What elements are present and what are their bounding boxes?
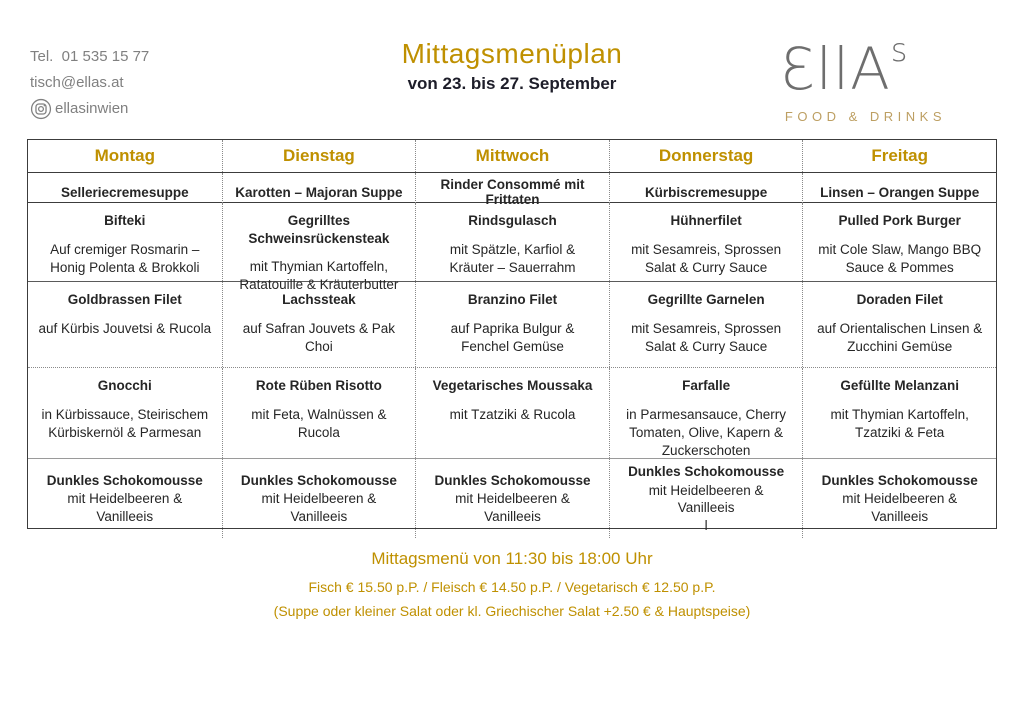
dish-title: Gnocchi [97, 378, 152, 393]
dish-cell: Branzino Filet auf Paprika Bulgur & Fenc… [415, 282, 609, 367]
dish-title: Pulled Pork Burger [838, 213, 961, 228]
dish-desc: mit Sesamreis, Sprossen Salat & Curry Sa… [631, 320, 782, 354]
contact-block: Tel. 01 535 15 77 tisch@ellas.at ellasin… [30, 44, 149, 122]
dish-title: Rote Rüben Risotto [255, 378, 382, 393]
meat-row: Bifteki Auf cremiger Rosmarin – Honig Po… [28, 203, 996, 299]
dish-desc: in Kürbissauce, Steirischem Kürbiskernöl… [41, 406, 209, 440]
dish-desc: auf Orientalischen Linsen & Zucchini Gem… [817, 320, 983, 354]
soup-cell: Kürbiscremesuppe [608, 173, 803, 211]
fish-row: Goldbrassen Filet auf Kürbis Jouvetsi & … [28, 282, 996, 368]
vegetarian-row: Gnocchi in Kürbissauce, Steirischem Kürb… [28, 368, 996, 465]
dish-title: Gefüllte Melanzani [840, 378, 959, 393]
dish-desc: Auf cremiger Rosmarin – Honig Polenta & … [50, 241, 200, 275]
dessert-cell: Dunkles Schokomousse mit Heidelbeeren & … [802, 459, 996, 539]
dish-title: Bifteki [104, 213, 146, 228]
dessert-row: Dunkles Schokomousse mit Heidelbeeren & … [28, 459, 996, 539]
dish-desc: mit Cole Slaw, Mango BBQ Sauce & Pommes [818, 241, 982, 275]
dessert-cell: Dunkles Schokomousse mit Heidelbeeren & … [221, 459, 416, 539]
contact-instagram: ellasinwien [30, 96, 149, 122]
dish-extra: l [704, 517, 708, 533]
dish-title: Goldbrassen Filet [67, 292, 182, 307]
dish-cell: Doraden Filet auf Orientalischen Linsen … [802, 282, 996, 367]
dish-cell: Rote Rüben Risotto mit Feta, Walnüssen &… [221, 368, 416, 465]
dish-desc: in Parmesansauce, Cherry Tomaten, Olive,… [626, 406, 786, 458]
dish-desc: mit Heidelbeeren & Vanilleeis [67, 491, 183, 524]
dish-cell: Hühnerfilet mit Sesamreis, Sprossen Sala… [608, 203, 803, 299]
day-header-donnerstag: Donnerstag [608, 140, 803, 172]
dish-title: Hühnerfilet [670, 213, 742, 228]
dish-desc: mit Heidelbeeren & Vanilleeis [455, 491, 570, 524]
day-header-row: Montag Dienstag Mittwoch Donnerstag Frei… [28, 140, 996, 173]
dish-desc: mit Thymian Kartoffeln, Ratatouille & Kr… [239, 259, 399, 293]
dessert-cell: Dunkles Schokomousse mit Heidelbeeren & … [415, 459, 609, 539]
logo-wordmark-sup: s [890, 31, 908, 69]
dish-title: Dunkles Schokomousse [434, 472, 591, 488]
contact-tel: Tel. 01 535 15 77 [30, 48, 150, 65]
dish-desc: mit Heidelbeeren & Vanilleeis [648, 482, 764, 516]
dish-desc: mit Heidelbeeren & Vanilleeis [842, 491, 958, 524]
page-subtitle: von 23. bis 27. September [407, 74, 617, 93]
dish-cell: Pulled Pork Burger mit Cole Slaw, Mango … [802, 203, 996, 299]
dish-desc: auf Paprika Bulgur & Fenchel Gemüse [450, 320, 575, 354]
dessert-cell: Dunkles Schokomousse mit Heidelbeeren & … [608, 459, 803, 539]
day-header-mittwoch: Mittwoch [415, 140, 609, 172]
title-block: Mittagsmenüplan von 23. bis 27. Septembe… [0, 38, 1024, 94]
page-title: Mittagsmenüplan [401, 38, 623, 69]
logo-wordmark-main: ƐllA [780, 35, 891, 103]
dish-cell: Rindsgulasch mit Spätzle, Karfiol & Kräu… [415, 203, 609, 299]
dish-title: Gegrillte Garnelen [647, 292, 765, 307]
dish-desc: auf Safran Jouvets & Pak Choi [242, 320, 396, 354]
soup-cell: Selleriecremesuppe [61, 184, 189, 200]
contact-email: tisch@ellas.at [30, 74, 124, 91]
dish-title: Lachssteak [282, 292, 356, 307]
dish-title: Dunkles Schokomousse [46, 472, 203, 488]
dish-desc: mit Feta, Walnüssen & Rucola [251, 406, 387, 440]
dish-cell: Farfalle in Parmesansauce, Cherry Tomate… [608, 368, 803, 465]
dish-title: Dunkles Schokomousse [240, 472, 397, 488]
dish-desc: mit Heidelbeeren & Vanilleeis [261, 491, 377, 524]
dish-title: Doraden Filet [856, 292, 943, 307]
dish-cell: Goldbrassen Filet auf Kürbis Jouvetsi & … [28, 282, 222, 367]
dish-title: Vegetarisches Moussaka [432, 378, 593, 393]
footer-hours: Mittagsmenü von 11:30 bis 18:00 Uhr [371, 549, 653, 568]
day-header-freitag: Freitag [802, 140, 996, 172]
dish-title: Farfalle [682, 378, 731, 393]
instagram-icon [30, 98, 52, 120]
soup-cell: Linsen – Orangen Suppe [802, 173, 996, 211]
dish-title: Dunkles Schokomousse [821, 472, 978, 488]
logo-tagline: FOOD & DRINKS [784, 109, 946, 124]
dish-title: Dunkles Schokomousse [628, 464, 785, 479]
dish-desc: mit Thymian Kartoffeln, Tzatziki & Feta [830, 406, 969, 440]
dish-cell: Gegrilltes Schweinsrückensteak mit Thymi… [221, 203, 416, 299]
dish-cell: Vegetarisches Moussaka mit Tzatziki & Ru… [415, 368, 609, 465]
dish-desc: mit Spätzle, Karfiol & Kräuter – Sauerra… [449, 241, 576, 275]
soup-cell: Rinder Consommé mit Frittaten [415, 173, 609, 211]
dish-cell: Bifteki Auf cremiger Rosmarin – Honig Po… [28, 203, 222, 299]
dish-title: Branzino Filet [467, 292, 558, 307]
dish-cell: Gegrillte Garnelen mit Sesamreis, Spross… [608, 282, 803, 367]
contact-instagram-handle: ellasinwien [55, 100, 129, 117]
day-header-dienstag: Dienstag [221, 140, 416, 172]
dish-desc: auf Kürbis Jouvetsi & Rucola [38, 320, 212, 336]
dessert-cell: Dunkles Schokomousse mit Heidelbeeren & … [28, 459, 222, 538]
dish-cell: Gefüllte Melanzani mit Thymian Kartoffel… [802, 368, 996, 465]
footer-note: (Suppe oder kleiner Salat oder kl. Griec… [273, 603, 751, 619]
footer-prices: Fisch € 15.50 p.P. / Fleisch € 14.50 p.P… [308, 579, 716, 595]
dish-title: Rindsgulasch [468, 213, 557, 228]
dish-title: Gegrilltes Schweinsrückensteak [248, 213, 390, 246]
soup-row: Selleriecremesuppe Karotten – Majoran Su… [28, 173, 996, 211]
menu-table: Montag Dienstag Mittwoch Donnerstag Frei… [27, 139, 997, 539]
dish-cell: Lachssteak auf Safran Jouvets & Pak Choi [221, 282, 416, 367]
dish-desc: mit Tzatziki & Rucola [449, 406, 576, 422]
soup-cell: Karotten – Majoran Suppe [221, 173, 416, 211]
dish-cell: Gnocchi in Kürbissauce, Steirischem Kürb… [28, 368, 222, 464]
dish-desc: mit Sesamreis, Sprossen Salat & Curry Sa… [631, 241, 782, 275]
logo-wordmark: ƐllAs [781, 18, 946, 101]
ellas-logo: ƐllAs FOOD & DRINKS [781, 18, 946, 124]
day-header-montag: Montag [94, 146, 156, 165]
